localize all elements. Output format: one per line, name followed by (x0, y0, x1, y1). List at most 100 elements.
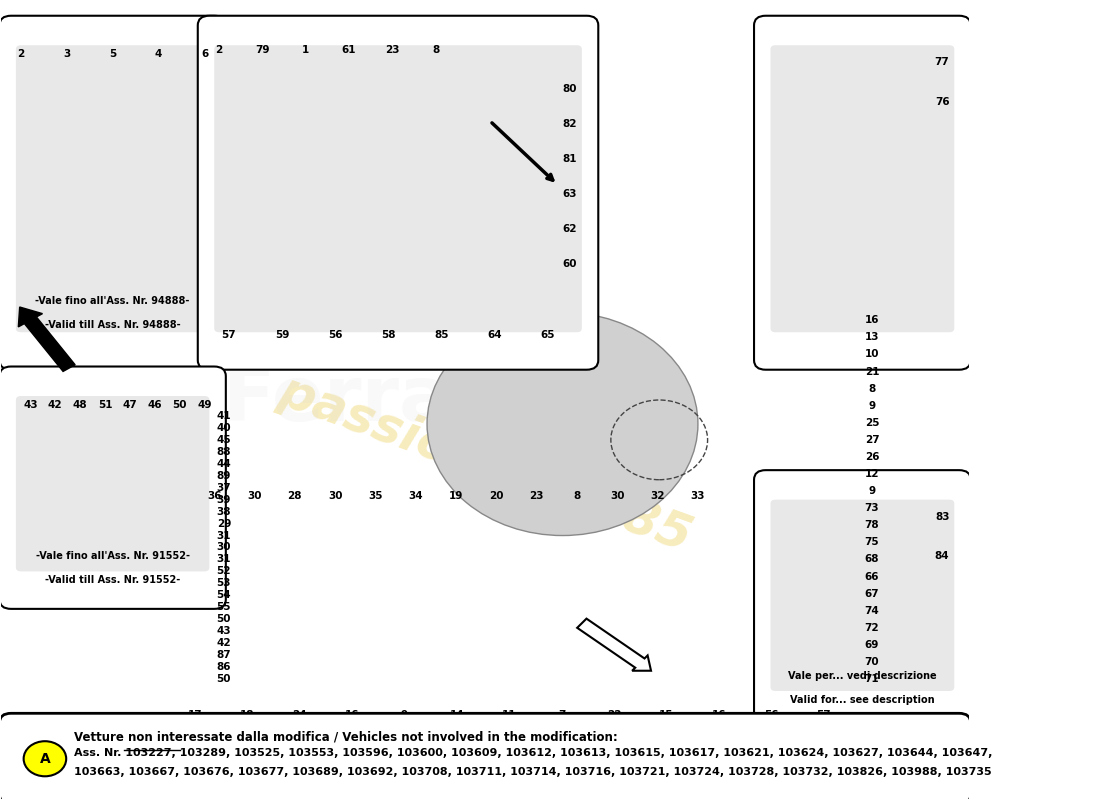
Text: 69: 69 (865, 640, 879, 650)
Text: 2: 2 (216, 46, 222, 55)
Text: 85: 85 (434, 330, 449, 340)
Text: Ferrari: Ferrari (223, 363, 515, 437)
Text: 6: 6 (201, 50, 208, 59)
Text: 103663, 103667, 103676, 103677, 103689, 103692, 103708, 103711, 103714, 103716, : 103663, 103667, 103676, 103677, 103689, … (74, 766, 991, 777)
Text: 43: 43 (217, 626, 231, 636)
Text: 21: 21 (865, 366, 879, 377)
Text: 40: 40 (217, 423, 231, 433)
Text: 9: 9 (400, 710, 408, 720)
Text: 37: 37 (217, 482, 231, 493)
Text: 15: 15 (659, 710, 673, 720)
Text: 24: 24 (293, 710, 307, 720)
Text: 53: 53 (217, 578, 231, 588)
Text: 65: 65 (541, 330, 556, 340)
Text: 76: 76 (935, 97, 949, 107)
Text: Vetture non interessate dalla modifica / Vehicles not involved in the modificati: Vetture non interessate dalla modifica /… (74, 731, 618, 744)
Text: 23: 23 (385, 46, 399, 55)
Text: 81: 81 (562, 154, 578, 164)
FancyBboxPatch shape (198, 16, 598, 370)
Text: 80: 80 (562, 84, 578, 94)
Text: 57: 57 (221, 330, 236, 340)
Text: 29: 29 (217, 518, 231, 529)
FancyBboxPatch shape (15, 396, 209, 571)
Text: 56: 56 (764, 710, 779, 720)
Text: 34: 34 (408, 490, 424, 501)
Text: 49: 49 (197, 400, 212, 410)
Text: 63: 63 (562, 190, 578, 199)
Text: Vale per... vedi descrizione: Vale per... vedi descrizione (788, 671, 937, 681)
Text: 82: 82 (562, 119, 578, 129)
Text: 14: 14 (450, 710, 464, 720)
Text: Ass. Nr. 103227, 103289, 103525, 103553, 103596, 103600, 103609, 103612, 103613,: Ass. Nr. 103227, 103289, 103525, 103553,… (74, 748, 992, 758)
Text: 36: 36 (207, 490, 221, 501)
FancyBboxPatch shape (770, 46, 955, 332)
Text: 5: 5 (109, 50, 117, 59)
Text: 73: 73 (865, 503, 879, 513)
Text: 13: 13 (865, 332, 879, 342)
Text: 50: 50 (173, 400, 187, 410)
FancyBboxPatch shape (15, 46, 209, 332)
Text: 3: 3 (63, 50, 70, 59)
Text: -Valid till Ass. Nr. 94888-: -Valid till Ass. Nr. 94888- (45, 320, 180, 330)
Text: 58: 58 (381, 330, 396, 340)
Text: 51: 51 (98, 400, 112, 410)
Text: 2: 2 (18, 50, 24, 59)
Text: 1: 1 (302, 46, 309, 55)
Text: 74: 74 (865, 606, 879, 616)
FancyBboxPatch shape (0, 16, 226, 370)
FancyBboxPatch shape (0, 714, 970, 800)
Text: 22: 22 (607, 710, 621, 720)
Text: 43: 43 (23, 400, 37, 410)
Text: 72: 72 (865, 622, 879, 633)
Text: 30: 30 (248, 490, 262, 501)
Text: -Vale fino all'Ass. Nr. 91552-: -Vale fino all'Ass. Nr. 91552- (35, 551, 189, 562)
Text: 67: 67 (865, 589, 879, 598)
Text: 86: 86 (217, 662, 231, 672)
Text: 16: 16 (712, 710, 726, 720)
FancyBboxPatch shape (754, 470, 970, 729)
Text: -Vale fino all'Ass. Nr. 94888-: -Vale fino all'Ass. Nr. 94888- (35, 296, 190, 306)
Text: 17: 17 (188, 710, 202, 720)
Text: 44: 44 (217, 458, 231, 469)
Text: 28: 28 (287, 490, 303, 501)
Text: 66: 66 (865, 571, 879, 582)
Text: 35: 35 (368, 490, 383, 501)
FancyArrow shape (578, 618, 651, 670)
Text: 50: 50 (217, 614, 231, 624)
Text: 20: 20 (490, 490, 504, 501)
Text: Valid for... see description: Valid for... see description (790, 695, 935, 705)
Text: 83: 83 (935, 512, 949, 522)
Text: 87: 87 (217, 650, 231, 660)
Text: 71: 71 (865, 674, 879, 684)
Text: 79: 79 (255, 46, 270, 55)
Text: 75: 75 (865, 538, 879, 547)
Text: 62: 62 (562, 224, 578, 234)
Text: 7: 7 (558, 710, 565, 720)
Text: 38: 38 (217, 506, 231, 517)
Text: 55: 55 (217, 602, 231, 612)
Text: 89: 89 (217, 470, 231, 481)
Text: 54: 54 (217, 590, 231, 600)
Text: 48: 48 (73, 400, 88, 410)
Text: 30: 30 (328, 490, 342, 501)
FancyBboxPatch shape (0, 366, 226, 609)
Text: passionfor1985: passionfor1985 (272, 366, 698, 561)
Text: 12: 12 (865, 469, 879, 479)
Text: 30: 30 (217, 542, 231, 553)
Text: 61: 61 (342, 46, 356, 55)
Text: 8: 8 (573, 490, 581, 501)
Text: 16: 16 (344, 710, 360, 720)
Text: 8: 8 (432, 46, 439, 55)
Text: 31: 31 (217, 554, 231, 565)
Text: 19: 19 (449, 490, 463, 501)
Text: 68: 68 (865, 554, 879, 565)
Text: 9: 9 (869, 401, 876, 410)
Text: 26: 26 (865, 452, 879, 462)
Text: 42: 42 (217, 638, 231, 648)
Ellipse shape (427, 312, 697, 535)
Text: 78: 78 (865, 520, 879, 530)
Circle shape (23, 742, 66, 776)
Text: 88: 88 (217, 447, 231, 457)
Text: 18: 18 (240, 710, 254, 720)
Text: 59: 59 (275, 330, 289, 340)
